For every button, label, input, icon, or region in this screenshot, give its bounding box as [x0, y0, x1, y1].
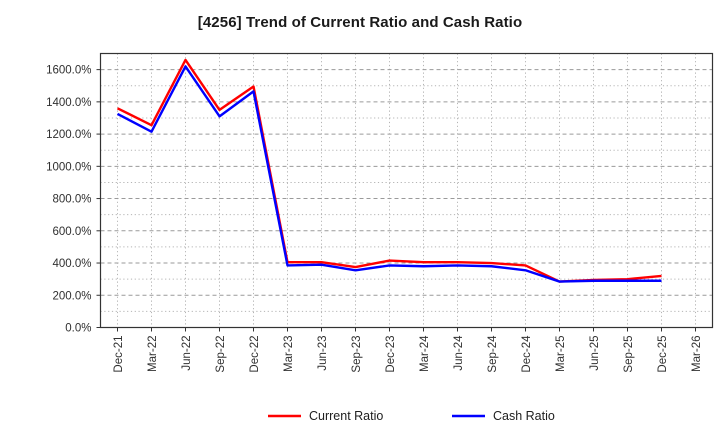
- x-axis-tick-label: Mar-25: [555, 336, 567, 372]
- x-axis-tick-label: Mar-26: [691, 336, 703, 372]
- y-axis-tick-label: 200.0%: [52, 290, 91, 302]
- x-axis-tick-label: Jun-24: [453, 335, 465, 371]
- x-axis-tick-label: Sep-25: [623, 336, 635, 373]
- x-axis-tick-label: Sep-22: [215, 336, 227, 373]
- y-axis-tick-label: 800.0%: [52, 194, 91, 206]
- x-axis-tick-label: Jun-25: [589, 336, 601, 371]
- y-axis-tick-label: 1000.0%: [46, 161, 91, 173]
- x-axis-tick-label: Dec-23: [385, 336, 397, 373]
- y-axis-labels: 0.0% 200.0% 400.0% 600.0% 800.0% 1000.0% 1200.…: [46, 65, 101, 335]
- y-axis-tick-label: 600.0%: [52, 226, 91, 238]
- x-axis-tick-label: Dec-21: [113, 336, 125, 373]
- x-axis-tick-label: Dec-24: [521, 335, 533, 373]
- plot-frame: [99, 52, 714, 329]
- legend-label-current-ratio[interactable]: Current Ratio: [309, 409, 383, 423]
- data-series-group: [116, 58, 662, 283]
- x-axis-tick-label: Dec-22: [249, 336, 261, 373]
- legend-label-cash-ratio[interactable]: Cash Ratio: [493, 409, 555, 423]
- chart-title: [4256] Trend of Current Ratio and Cash R…: [197, 14, 523, 31]
- x-axis-labels: Dec-21 Mar-22 Jun-22 Sep-22 Dec-22 Mar-23 Jun-…: [113, 327, 703, 373]
- y-axis-tick-label: 1600.0%: [46, 65, 91, 77]
- major-gridlines: [100, 69, 713, 296]
- x-axis-tick-label: Jun-23: [317, 336, 329, 371]
- x-axis-tick-label: Sep-24: [487, 335, 499, 373]
- y-axis-tick-label: 1200.0%: [46, 129, 91, 141]
- x-axis-tick-label: Mar-24: [419, 335, 431, 372]
- series-line-cash-ratio: [116, 65, 662, 283]
- x-axis-tick-label: Dec-25: [657, 336, 669, 373]
- y-axis-tick-label: 1400.0%: [46, 97, 91, 109]
- y-axis-tick-label: 400.0%: [52, 258, 91, 270]
- x-axis-tick-label: Jun-22: [181, 336, 193, 371]
- y-axis-tick-label: 0.0%: [65, 323, 91, 335]
- x-axis-tick-label: Mar-23: [283, 336, 295, 372]
- x-axis-tick-label: Sep-23: [351, 336, 363, 373]
- chart-legend: Current Ratio Cash Ratio: [268, 409, 555, 423]
- minor-gridlines: [100, 53, 713, 328]
- x-axis-tick-label: Mar-22: [147, 336, 159, 372]
